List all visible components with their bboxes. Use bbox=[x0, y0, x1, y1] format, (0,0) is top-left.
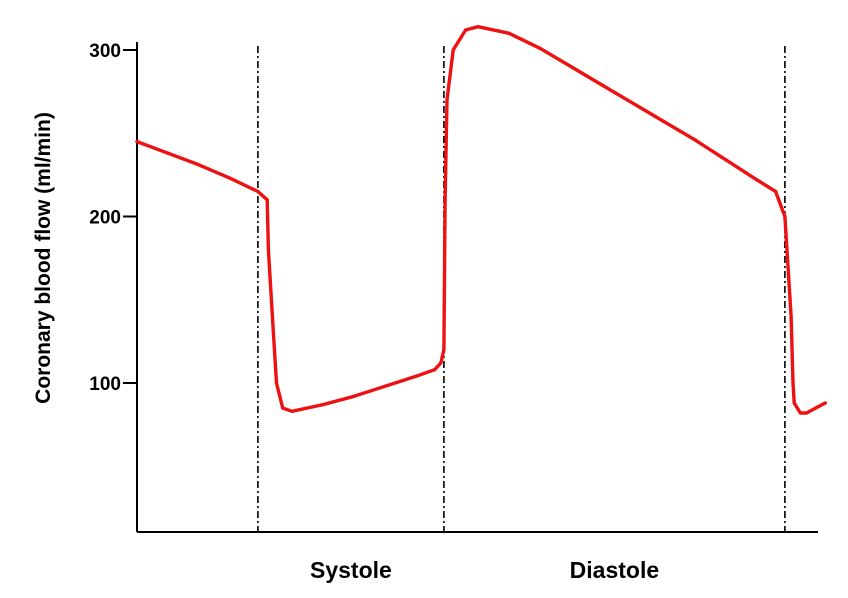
phase-label: Diastole bbox=[570, 557, 659, 583]
data-point bbox=[266, 248, 270, 252]
data-point bbox=[433, 368, 437, 372]
data-point bbox=[265, 198, 269, 202]
data-point bbox=[791, 381, 795, 385]
data-point bbox=[290, 409, 294, 413]
data-point bbox=[476, 25, 480, 29]
data-point bbox=[414, 374, 418, 378]
data-point bbox=[507, 31, 511, 35]
data-point bbox=[352, 394, 356, 398]
phase-labels: Systole Diastole bbox=[310, 557, 659, 583]
data-point bbox=[823, 401, 827, 405]
data-point bbox=[256, 189, 260, 194]
series-line bbox=[135, 25, 827, 415]
data-point bbox=[274, 381, 279, 385]
data-point bbox=[464, 28, 468, 32]
data-point bbox=[783, 214, 787, 219]
y-axis: 100 200 300 bbox=[89, 41, 138, 532]
data-point bbox=[724, 158, 728, 162]
data-point bbox=[445, 98, 449, 102]
data-point bbox=[662, 120, 666, 124]
data-point bbox=[451, 48, 455, 52]
y-tick-label: 100 bbox=[89, 374, 121, 395]
phase-label: Systole bbox=[310, 557, 392, 583]
phase-boundaries bbox=[257, 46, 786, 532]
data-point bbox=[228, 176, 232, 180]
data-point bbox=[197, 163, 201, 167]
data-point bbox=[569, 65, 573, 69]
series bbox=[135, 25, 827, 415]
data-point bbox=[755, 178, 759, 182]
data-point bbox=[792, 401, 796, 405]
y-tick-label: 300 bbox=[89, 41, 121, 62]
y-tick-label: 200 bbox=[89, 208, 121, 229]
data-point bbox=[321, 403, 325, 407]
data-point bbox=[805, 411, 809, 415]
data-point bbox=[631, 101, 635, 105]
data-point bbox=[774, 189, 778, 194]
data-point bbox=[798, 411, 803, 415]
data-point bbox=[789, 314, 793, 318]
data-point bbox=[817, 404, 821, 408]
data-point bbox=[693, 138, 697, 142]
data-point bbox=[135, 140, 139, 144]
data-point bbox=[281, 406, 285, 410]
data-point bbox=[166, 151, 170, 155]
data-point bbox=[443, 198, 447, 202]
data-point bbox=[439, 361, 443, 365]
y-axis-label: Coronary blood flow (ml/min) bbox=[32, 112, 55, 404]
data-point bbox=[600, 83, 604, 87]
data-point bbox=[538, 46, 542, 50]
data-point bbox=[383, 384, 387, 388]
data-point bbox=[442, 348, 446, 352]
data-point bbox=[271, 331, 275, 335]
